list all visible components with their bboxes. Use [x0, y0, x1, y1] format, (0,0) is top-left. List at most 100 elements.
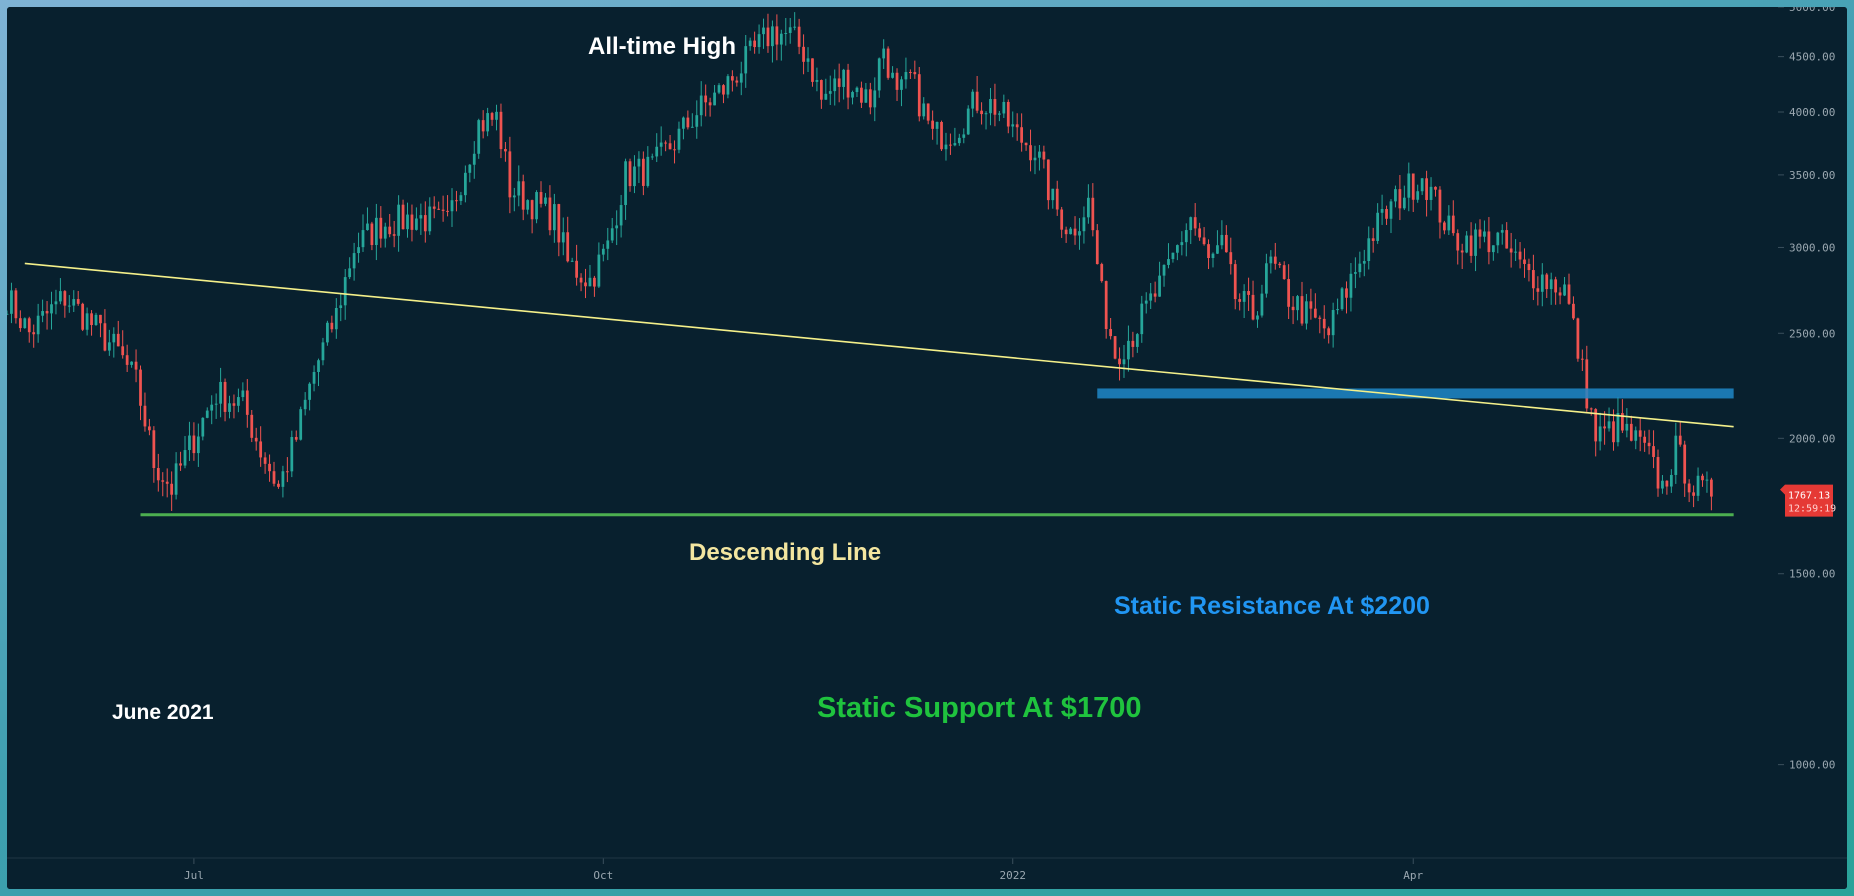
candle-body [1340, 288, 1344, 310]
candle-body [348, 268, 352, 278]
candle-body [650, 156, 654, 158]
candle-body [904, 72, 908, 80]
candle-body [1536, 288, 1540, 292]
candle-body [143, 405, 147, 427]
candle-body [593, 277, 596, 287]
candle-body [27, 318, 31, 333]
candle-body [717, 85, 721, 93]
candle-body [819, 80, 823, 100]
annotation-labels: All-time High June 2021 Descending Line Sta… [112, 33, 1430, 724]
candle-body [1585, 359, 1589, 409]
candle-body [1669, 474, 1673, 487]
candle-body [1100, 264, 1104, 282]
candle-body [1696, 475, 1700, 496]
candle-body [1705, 479, 1709, 481]
candle-body [1055, 188, 1059, 210]
candle-body [1687, 483, 1691, 493]
candle-body [824, 93, 828, 100]
candle-body [940, 122, 943, 150]
candle-body [437, 208, 441, 210]
candle-body [1113, 336, 1117, 359]
candle-body [1078, 231, 1081, 236]
candle-body [1309, 301, 1313, 309]
candle-body [1193, 217, 1197, 229]
candle-body [1167, 259, 1170, 265]
candle-body [1020, 127, 1024, 143]
candle-body [748, 40, 752, 47]
candle-body [459, 195, 463, 201]
candle-body [584, 282, 587, 287]
candle-body [917, 74, 921, 117]
candle-body [1367, 238, 1371, 262]
candle-body [953, 143, 957, 146]
candle-body [1153, 293, 1157, 297]
candle-body [285, 471, 289, 473]
candle-body [668, 143, 672, 150]
candle-body [72, 299, 76, 306]
candle-body [41, 311, 44, 316]
candle-body [1665, 480, 1669, 487]
candle-body [806, 58, 810, 62]
candle-body [508, 151, 512, 198]
candle-body [205, 410, 209, 418]
candle-body [1216, 245, 1219, 254]
candle-body [1540, 274, 1544, 292]
candle-body [833, 78, 837, 92]
candle-body [419, 215, 423, 219]
candle-body [1202, 237, 1206, 245]
candlestick-chart[interactable]: 5000.00 4500.00 4000.00 3500.00 3000.00 2500.… [7, 7, 1847, 889]
y-axis: 5000.00 4500.00 4000.00 3500.00 3000.00 2500.… [1778, 7, 1835, 772]
candle-body [326, 322, 329, 343]
candle-body [1060, 209, 1064, 230]
annotation-resistance: Static Resistance At $2200 [1114, 592, 1430, 620]
candle-body [250, 414, 254, 438]
candle-body [1024, 142, 1028, 146]
candle-body [1362, 261, 1366, 264]
candle-body [1345, 288, 1348, 298]
candle-body [1349, 273, 1353, 298]
candle-body [192, 435, 196, 454]
candle-body [1603, 426, 1606, 429]
y-tick-label: 5000.00 [1789, 7, 1835, 14]
candle-body [762, 27, 765, 35]
candle-body [1643, 436, 1647, 443]
candle-body [446, 210, 449, 212]
candle-body [984, 113, 988, 115]
candle-body [1327, 328, 1331, 336]
candle-body [1496, 232, 1500, 246]
candle-body [846, 69, 850, 98]
candle-body [428, 206, 432, 232]
candle-body [659, 142, 663, 147]
candle-body [1549, 279, 1553, 290]
candle-body [1616, 413, 1620, 443]
descending-line [24, 262, 1734, 428]
candle-body [944, 144, 948, 150]
candle-body [686, 117, 690, 128]
resistance-zone [1097, 388, 1734, 399]
candle-body [882, 48, 886, 59]
candle-body [1184, 230, 1188, 243]
candle-body [797, 26, 801, 47]
candle-body [1505, 230, 1509, 249]
candle-body [1429, 186, 1433, 200]
candle-body [1006, 101, 1010, 127]
candle-body [321, 342, 325, 361]
candle-body [148, 426, 151, 431]
candle-body [1318, 317, 1322, 319]
candle-body [214, 403, 218, 405]
candle-body [232, 403, 236, 406]
candle-body [1456, 233, 1460, 251]
candle-body [223, 381, 227, 412]
candle-body [1451, 215, 1455, 234]
candle-body [624, 161, 627, 206]
candle-body [1527, 263, 1531, 271]
candle-body [690, 126, 694, 128]
candle-body [1313, 308, 1317, 318]
candle-body [10, 290, 13, 314]
candle-body [401, 204, 405, 230]
candle-body [272, 471, 276, 484]
candle-body [1291, 306, 1295, 311]
candle-body [81, 303, 85, 330]
candle-body [980, 110, 983, 115]
candle-body [1051, 188, 1055, 201]
